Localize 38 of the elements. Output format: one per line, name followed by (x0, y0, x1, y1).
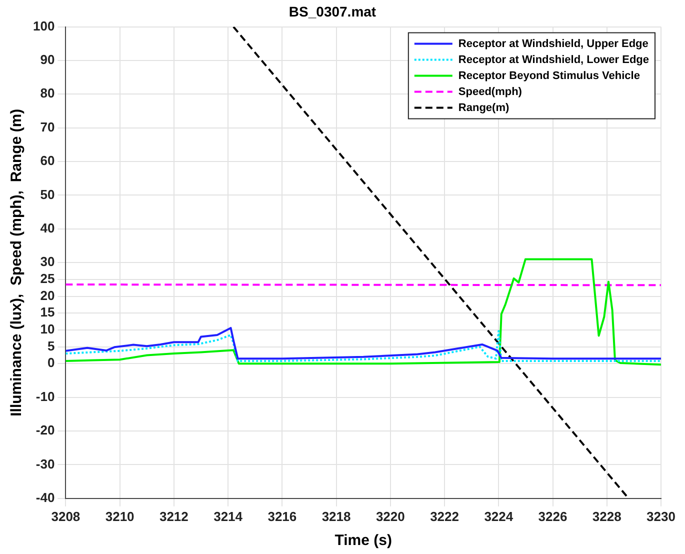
x-tick-label: 3216 (268, 508, 297, 524)
y-tick-label: 15 (40, 304, 55, 320)
y-tick-label: 100 (32, 18, 55, 34)
y-tick-label: 60 (40, 153, 55, 168)
y-tick-label: 40 (40, 220, 55, 236)
y-tick-label: 0 (47, 355, 55, 370)
x-axis-title: Time (s) (334, 532, 392, 550)
y-tick-label: -10 (36, 388, 55, 404)
legend-label: Receptor at Windshield, Upper Edge (458, 38, 648, 50)
legend-label: Speed(mph) (458, 86, 522, 98)
x-tick-label: 3226 (538, 508, 568, 524)
y-tick-label: 30 (40, 254, 55, 270)
x-tick-label: 3220 (376, 508, 405, 524)
y-tick-label: 10 (40, 322, 55, 337)
x-tick-label: 3224 (484, 508, 514, 524)
x-tick-label: 3208 (51, 508, 80, 524)
y-tick-label: 50 (40, 186, 55, 202)
y-tick-label: -40 (36, 490, 55, 505)
x-tick-label: 3222 (430, 508, 459, 524)
x-tick-label: 3218 (322, 508, 351, 524)
legend-label: Range(m) (458, 102, 510, 114)
y-tick-label: 20 (40, 288, 55, 303)
legend-label: Receptor at Windshield, Lower Edge (458, 54, 649, 66)
y-axis-title: Illuminance (lux), Speed (mph), Range (m) (8, 108, 26, 416)
x-tick-label: 3214 (214, 508, 244, 524)
x-tick-label: 3228 (592, 508, 622, 524)
legend-label: Receptor Beyond Stimulus Vehicle (458, 70, 640, 82)
x-tick-label: 3210 (105, 508, 134, 524)
y-tick-label: 90 (40, 52, 55, 68)
y-tick-label: 5 (47, 338, 55, 354)
x-tick-label: 3212 (159, 508, 188, 524)
y-tick-label: 25 (40, 271, 55, 286)
y-tick-label: 80 (40, 86, 55, 101)
x-tick-label: 3230 (646, 508, 676, 524)
y-tick-label: -30 (36, 456, 55, 472)
chart-title: BS_0307.mat (288, 3, 376, 20)
y-tick-label: -20 (36, 422, 55, 438)
y-tick-label: 70 (40, 119, 55, 134)
